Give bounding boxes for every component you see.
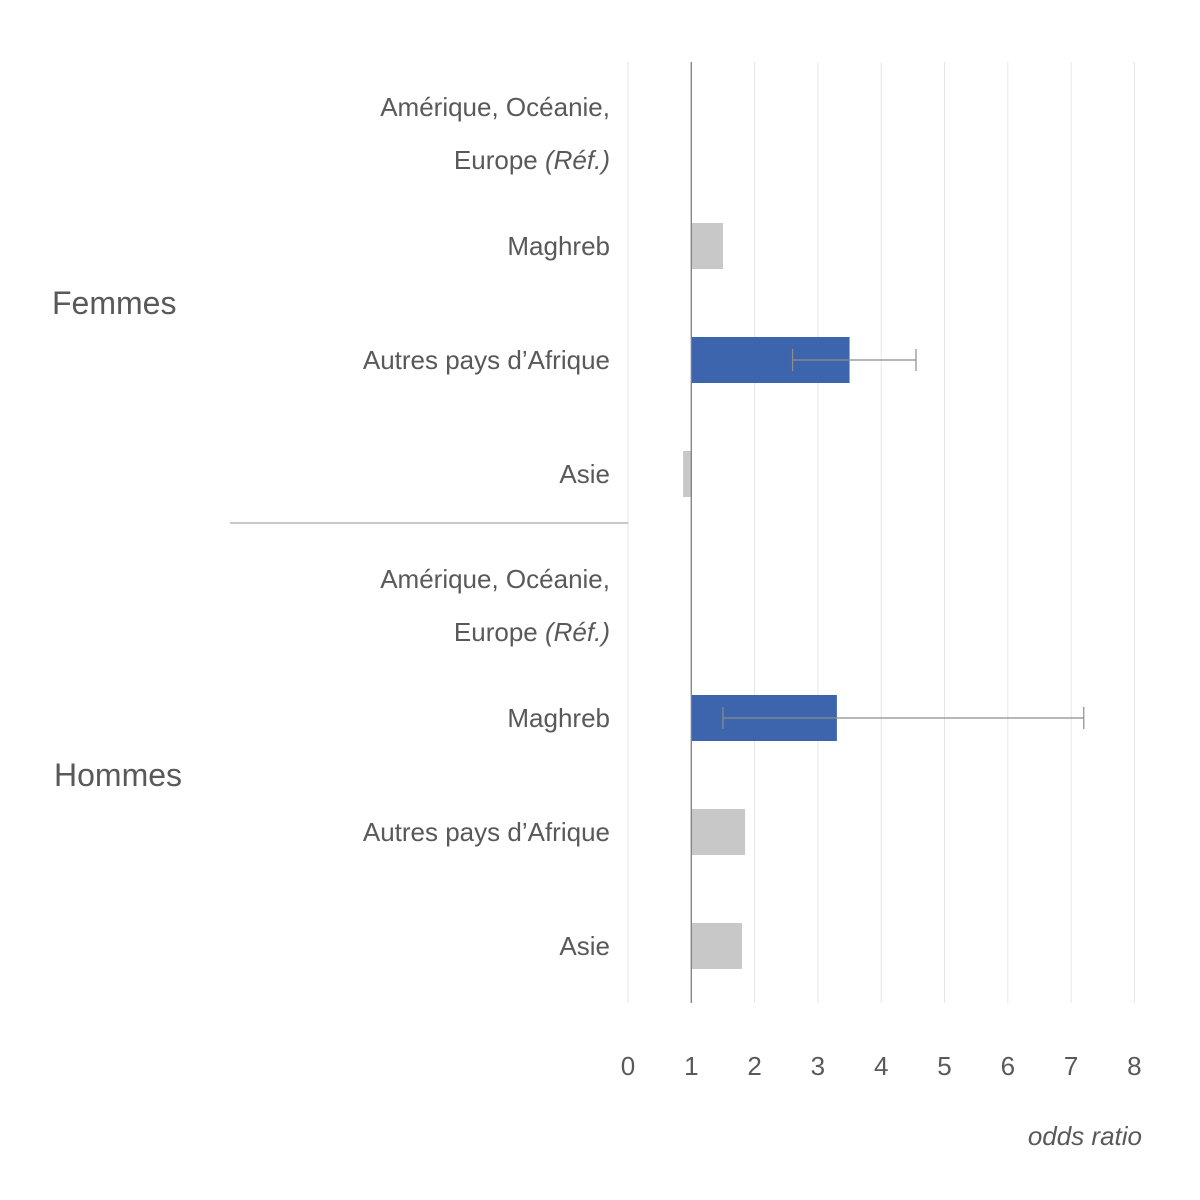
- bars: [683, 223, 850, 969]
- category-label: Autres pays d’Afrique: [363, 817, 610, 847]
- bar: [691, 923, 742, 969]
- x-tick-label: 0: [621, 1051, 635, 1081]
- category-labels: Amérique, Océanie, Europe (Réf.) Maghreb Au…: [363, 92, 610, 961]
- category-label: Maghreb: [507, 703, 610, 733]
- group-label: Hommes: [54, 757, 182, 793]
- x-tick-label: 6: [1001, 1051, 1015, 1081]
- bar: [683, 451, 692, 497]
- bar: [691, 809, 746, 855]
- error-bars: [722, 349, 1085, 729]
- x-tick-labels: 0 1 2 3 4 5 6 7 8: [621, 1051, 1142, 1081]
- x-tick-label: 7: [1064, 1051, 1078, 1081]
- group-label: Femmes: [52, 285, 176, 321]
- x-tick-label: 8: [1127, 1051, 1141, 1081]
- group-labels: Femmes Hommes: [52, 285, 182, 793]
- category-label: Maghreb: [507, 231, 610, 261]
- category-label: Asie: [559, 459, 610, 489]
- x-tick-label: 3: [811, 1051, 825, 1081]
- x-tick-label: 2: [747, 1051, 761, 1081]
- category-label: Autres pays d’Afrique: [363, 345, 610, 375]
- bar: [691, 223, 723, 269]
- gridlines: [627, 62, 1135, 1003]
- category-label: Asie: [559, 931, 610, 961]
- category-label: Europe (Réf.): [454, 617, 610, 647]
- category-label: Amérique, Océanie,: [380, 92, 610, 122]
- category-label: Amérique, Océanie,: [380, 564, 610, 594]
- category-label: Europe (Réf.): [454, 145, 610, 175]
- x-tick-label: 1: [684, 1051, 698, 1081]
- x-tick-label: 5: [937, 1051, 951, 1081]
- x-tick-label: 4: [874, 1051, 888, 1081]
- x-axis-label: odds ratio: [1028, 1121, 1142, 1151]
